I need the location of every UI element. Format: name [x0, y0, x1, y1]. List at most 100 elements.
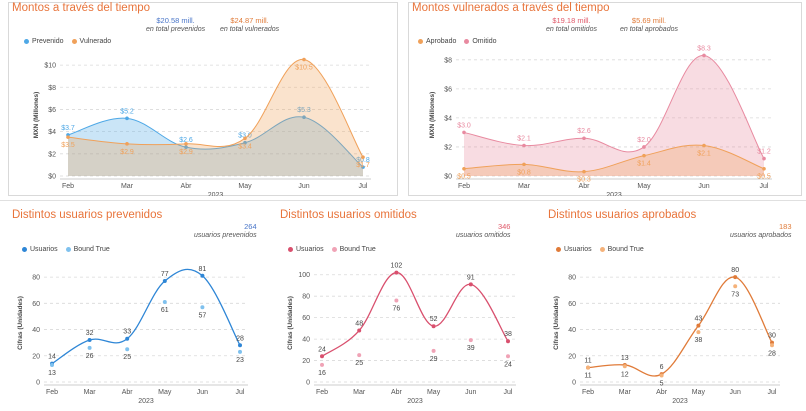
x-axis-label: 2023 — [672, 398, 688, 405]
data-point — [200, 273, 205, 278]
total-aprobados: $5.69 mill. en total aprobados — [620, 16, 678, 34]
legend-item[interactable]: Bound True — [599, 246, 644, 253]
chart-montos-tiempo: $0 $2 $4 $6 $8 $10 Feb Mar Abr May Jun Jul 2023 MXN (… — [33, 57, 371, 196]
x-tick-label: Mar — [84, 389, 97, 396]
data-label: 26 — [86, 353, 94, 360]
data-label: $2.1 — [517, 136, 531, 143]
series-line — [587, 276, 773, 377]
total-value: $5.69 mill. — [631, 16, 667, 25]
data-label: $0.8 — [517, 169, 531, 176]
y-tick-label: 60 — [32, 301, 40, 308]
y-tick-label: 20 — [568, 353, 576, 360]
data-label: $3.0 — [238, 133, 252, 140]
legend-item[interactable]: Bound True — [331, 246, 376, 253]
panel-usuarios-aprobados: Distintos usuarios aprobados 183 usuario… — [544, 206, 802, 406]
data-label: 12 — [621, 371, 629, 378]
x-tick-label: Abr — [181, 183, 193, 190]
x-tick-label: Feb — [62, 183, 74, 190]
data-label: 39 — [467, 345, 475, 352]
y-axis-label: MXN (Millones) — [429, 92, 436, 139]
y-tick-label: 20 — [32, 353, 40, 360]
legend-label: Usuarios — [30, 246, 58, 253]
x-tick-label: Jun — [465, 389, 476, 396]
legend-item[interactable]: Usuarios — [22, 246, 58, 253]
legend-label: Bound True — [607, 246, 644, 253]
total-desc: en total omitidos — [546, 26, 597, 33]
legend-dot-icon — [65, 247, 71, 252]
chart-legend: Usuarios Bound True — [556, 246, 644, 253]
data-point — [125, 116, 129, 121]
data-point — [762, 156, 766, 161]
data-point — [468, 338, 473, 343]
y-tick-label: 40 — [302, 337, 310, 344]
legend-item[interactable]: Usuarios — [288, 246, 324, 253]
legend-dot-icon — [599, 247, 605, 252]
data-label: 38 — [695, 337, 703, 344]
chart-montos-vulnerados: $0 $2 $4 $6 $8 Feb Mar Abr May Jun Jul 2023 MXN (Mil… — [429, 45, 772, 196]
data-point — [200, 305, 205, 310]
data-point — [696, 330, 701, 335]
x-tick-label: Feb — [316, 389, 328, 396]
total-value: 183 — [778, 222, 792, 231]
data-label: 77 — [161, 271, 169, 278]
chart-legend: Usuarios Bound True — [288, 246, 376, 253]
legend-item[interactable]: Bound True — [65, 246, 110, 253]
total-desc: usuarios omitidos — [456, 232, 511, 239]
y-tick-label: 40 — [568, 327, 576, 334]
y-tick-label: $8 — [48, 85, 56, 92]
total-usuarios-omitidos: 346 usuarios omitidos — [456, 222, 510, 240]
data-label: $0.5 — [457, 174, 471, 181]
x-tick-label: May — [158, 389, 172, 396]
legend-label: Prevenido — [32, 38, 64, 45]
data-point — [162, 300, 167, 305]
data-label: $2.6 — [179, 137, 193, 144]
legend-item[interactable]: Usuarios — [556, 246, 592, 253]
y-tick-label: $4 — [48, 129, 56, 136]
data-point — [702, 143, 706, 148]
data-point — [243, 136, 247, 141]
data-point — [184, 142, 188, 146]
data-point — [357, 353, 362, 358]
y-tick-label: 80 — [302, 294, 310, 301]
y-tick-label: 20 — [302, 358, 310, 365]
data-label: 61 — [161, 307, 169, 314]
legend-dot-icon — [331, 247, 337, 252]
y-tick-label: 60 — [302, 315, 310, 322]
legend-label: Vulnerado — [79, 38, 112, 45]
data-point — [462, 130, 466, 135]
data-point — [642, 153, 646, 158]
data-point — [394, 298, 399, 303]
legend-item[interactable]: Prevenido — [24, 38, 64, 45]
panel-montos-vulnerados: Montos vulnerados a través del tiempo $1… — [408, 2, 802, 196]
data-label: $1.4 — [637, 161, 651, 168]
data-label: 57 — [199, 312, 207, 319]
data-label: 29 — [430, 356, 438, 363]
data-label: $3.5 — [61, 142, 75, 149]
data-label: 11 — [584, 373, 591, 380]
data-label: 102 — [391, 263, 403, 270]
data-label: $1.7 — [356, 162, 370, 169]
legend-item[interactable]: Aprobado — [418, 38, 456, 45]
x-tick-label: Feb — [458, 183, 470, 190]
x-tick-label: Mar — [353, 389, 366, 396]
data-point — [162, 279, 167, 284]
data-label: 5 — [660, 380, 664, 387]
total-vulnerados: $24.87 mill. en total vulnerados — [220, 16, 279, 34]
data-label: 73 — [731, 291, 739, 298]
data-point — [125, 336, 130, 341]
data-label: 28 — [236, 335, 244, 342]
y-tick-label: 100 — [298, 272, 310, 279]
legend-label: Aprobado — [426, 38, 457, 45]
data-point — [506, 354, 510, 359]
legend-item[interactable]: Vulnerado — [71, 38, 112, 45]
data-label: $2.9 — [179, 149, 193, 156]
x-axis-label: 2023 — [606, 192, 622, 196]
legend-item[interactable]: Omitido — [464, 38, 496, 45]
chart-usuarios-aprobados: 0 20 40 60 80 Feb Mar Abr May Jun Jul 2023 Cifras (U… — [553, 267, 780, 405]
data-label: $2.9 — [120, 149, 134, 156]
data-point — [582, 169, 586, 174]
legend-label: Usuarios — [296, 246, 324, 253]
data-label: $1.2 — [757, 149, 771, 156]
y-tick-label: $0 — [444, 174, 452, 181]
data-point — [770, 343, 774, 348]
